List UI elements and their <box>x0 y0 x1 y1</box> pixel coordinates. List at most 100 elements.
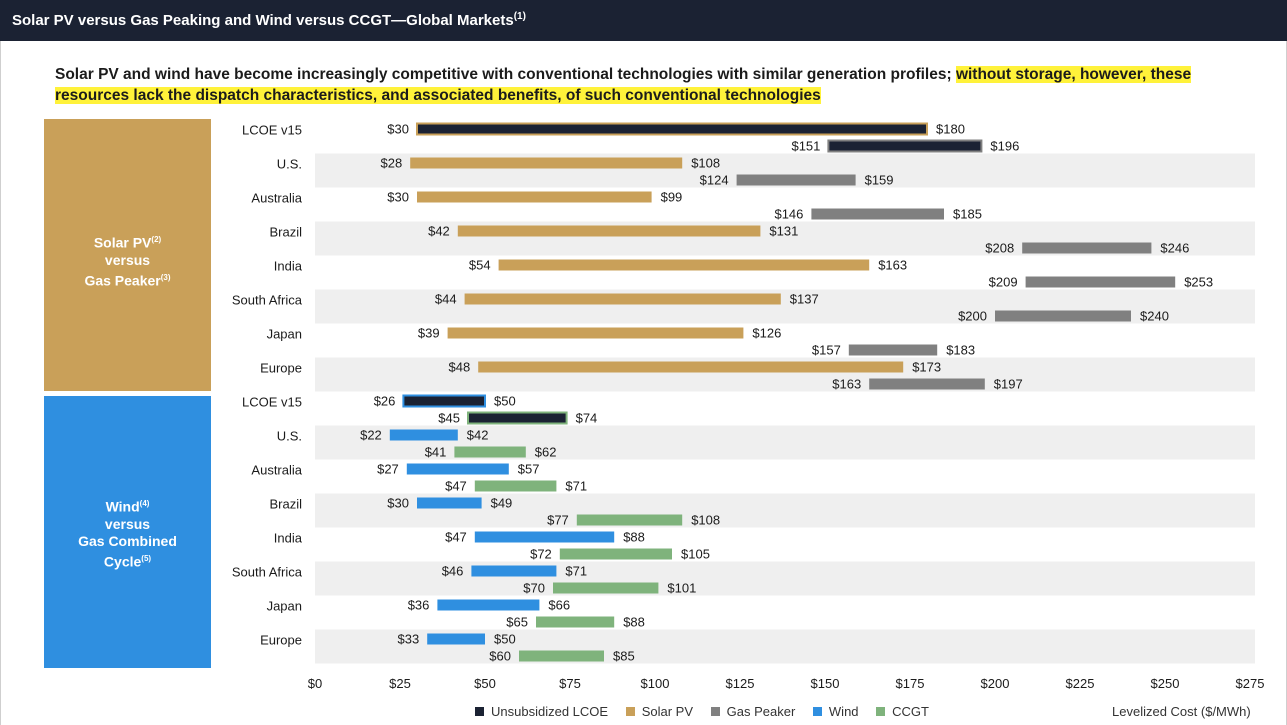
x-tick-75: $75 <box>559 676 581 691</box>
label-high-wind-lcoe-v15-wind: $50 <box>494 394 516 409</box>
label-low-wind-australia-wind: $27 <box>377 462 399 477</box>
group-wind-note1: (4) <box>139 499 150 508</box>
group-label-solar: Solar PV(2) versus Gas Peaker(3) <box>44 119 211 391</box>
bar-wind-brazil-wind <box>417 497 482 509</box>
legend-label-ccgt: CCGT <box>892 704 929 719</box>
legend-swatch-lcoe <box>475 707 484 716</box>
bar-wind-europe-wind <box>427 633 485 645</box>
group-wind-line3: Gas Combined <box>78 532 177 549</box>
bar-solar-south-africa-solar-pv <box>464 293 781 305</box>
x-tick-225: $225 <box>1066 676 1095 691</box>
label-low-wind-u-s--ccgt: $41 <box>425 445 447 460</box>
label-low-solar-brazil-solar-pv: $42 <box>428 224 450 239</box>
bar-wind-japan-wind <box>437 599 540 611</box>
label-high-solar-europe-gas-peaker: $197 <box>994 377 1023 392</box>
row-label-solar-south-africa: South Africa <box>232 293 303 308</box>
label-high-solar-india-gas-peaker: $253 <box>1184 275 1213 290</box>
label-high-wind-australia-wind: $57 <box>518 462 540 477</box>
legend-swatch-wind <box>812 707 822 716</box>
legend-item-lcoe: Unsubsidized LCOE <box>475 704 608 719</box>
group-solar-note3: (3) <box>160 272 171 282</box>
label-low-wind-brazil-wind: $30 <box>387 496 409 511</box>
bar-solar-australia-solar-pv <box>417 191 652 203</box>
bar-solar-u-s--gas-peaker <box>736 174 856 186</box>
label-low-wind-japan-wind: $36 <box>408 598 430 613</box>
row-label-wind-europe: Europe <box>260 633 302 648</box>
page-title-text: Solar PV versus Gas Peaking and Wind ver… <box>12 12 514 29</box>
title-footnote: (1) <box>513 11 526 22</box>
x-tick-0: $0 <box>308 676 322 691</box>
legend-item-wind: Wind <box>812 704 859 719</box>
group-solar-note1: (2) <box>151 235 162 244</box>
label-low-wind-india-ccgt: $72 <box>530 547 552 562</box>
bar-wind-south-africa-wind <box>471 565 557 577</box>
row-label-wind-brazil: Brazil <box>269 497 302 512</box>
label-high-wind-south-africa-ccgt: $101 <box>667 581 696 596</box>
label-low-wind-south-africa-wind: $46 <box>442 564 464 579</box>
bar-solar-india-solar-pv <box>498 259 870 271</box>
label-low-solar-europe-gas-peaker: $163 <box>832 377 861 392</box>
label-low-wind-australia-ccgt: $47 <box>445 479 467 494</box>
legend-label-lcoe: Unsubsidized LCOE <box>491 704 609 719</box>
legend: Unsubsidized LCOE Solar PV Gas Peaker Wi… <box>475 704 943 719</box>
bar-solar-europe-solar-pv <box>478 361 904 373</box>
label-high-solar-japan-solar-pv: $126 <box>752 326 781 341</box>
row-label-wind-australia: Australia <box>251 463 302 478</box>
label-low-wind-brazil-ccgt: $77 <box>547 513 569 528</box>
x-tick-100: $100 <box>641 676 670 691</box>
bar-solar-lcoe-v15-gas-peaker <box>827 139 983 153</box>
label-high-wind-japan-ccgt: $88 <box>623 615 645 630</box>
bar-wind-lcoe-v15-ccgt <box>467 411 568 425</box>
bar-wind-india-wind <box>474 531 615 543</box>
label-high-solar-brazil-solar-pv: $131 <box>769 224 798 239</box>
label-high-wind-australia-ccgt: $71 <box>565 479 587 494</box>
group-wind-note4: (5) <box>141 553 152 563</box>
label-low-solar-south-africa-solar-pv: $44 <box>435 292 457 307</box>
axis-unit-label: Levelized Cost ($/MWh) <box>1112 704 1251 719</box>
x-tick-175: $175 <box>896 676 925 691</box>
group-wind-line4: Cycle <box>103 553 142 570</box>
x-tick-250: $250 <box>1151 676 1180 691</box>
bar-solar-europe-gas-peaker <box>869 378 985 390</box>
subtitle: Solar PV and wind have become increasing… <box>55 64 1245 106</box>
label-low-solar-australia-solar-pv: $30 <box>387 190 409 205</box>
bar-solar-brazil-gas-peaker <box>1022 242 1152 254</box>
label-low-solar-lcoe-v15-solar-pv: $30 <box>387 122 409 137</box>
bar-wind-australia-wind <box>406 463 509 475</box>
bar-solar-japan-gas-peaker <box>848 344 938 356</box>
label-high-solar-india-solar-pv: $163 <box>878 258 907 273</box>
label-high-wind-india-ccgt: $105 <box>681 547 710 562</box>
legend-label-gas-peaker: Gas Peaker <box>726 704 796 719</box>
row-label-solar-europe: Europe <box>260 361 302 376</box>
bar-solar-brazil-solar-pv <box>457 225 761 237</box>
bar-wind-australia-ccgt <box>474 480 557 492</box>
group-solar-line2: versus <box>104 251 151 268</box>
label-low-wind-india-wind: $47 <box>445 530 467 545</box>
label-high-solar-south-africa-solar-pv: $137 <box>790 292 819 307</box>
group-label-wind: Wind(4) versus Gas Combined Cycle(5) <box>44 396 211 668</box>
label-low-wind-u-s--wind: $22 <box>360 428 382 443</box>
label-low-solar-lcoe-v15-gas-peaker: $151 <box>791 139 820 154</box>
row-label-wind-lcoe-v15: LCOE v15 <box>242 395 302 410</box>
label-low-wind-europe-wind: $33 <box>397 632 419 647</box>
label-high-solar-europe-solar-pv: $173 <box>912 360 941 375</box>
bar-solar-india-gas-peaker <box>1025 276 1176 288</box>
range-bar-chart: LCOE v15 $30 $180 $151 $196 U.S. $28 $108 $124 $1… <box>232 122 1265 692</box>
legend-label-wind: Wind <box>828 704 859 719</box>
bar-wind-brazil-ccgt <box>576 514 683 526</box>
label-low-solar-india-gas-peaker: $209 <box>989 275 1018 290</box>
label-low-wind-japan-ccgt: $65 <box>506 615 528 630</box>
bar-wind-india-ccgt <box>559 548 672 560</box>
label-high-wind-brazil-ccgt: $108 <box>691 513 720 528</box>
legend-swatch-gas-peaker <box>710 707 720 716</box>
label-low-wind-lcoe-v15-wind: $26 <box>374 394 396 409</box>
bar-solar-lcoe-v15-solar-pv <box>416 122 928 136</box>
bar-wind-japan-ccgt <box>536 616 615 628</box>
label-high-wind-lcoe-v15-ccgt: $74 <box>576 411 598 426</box>
label-low-solar-brazil-gas-peaker: $208 <box>985 241 1014 256</box>
group-wind-line1: Wind <box>105 498 140 515</box>
row-label-solar-india: India <box>274 259 303 274</box>
row-label-wind-japan: Japan <box>267 599 302 614</box>
label-high-wind-japan-wind: $66 <box>548 598 570 613</box>
label-high-wind-europe-wind: $50 <box>494 632 516 647</box>
